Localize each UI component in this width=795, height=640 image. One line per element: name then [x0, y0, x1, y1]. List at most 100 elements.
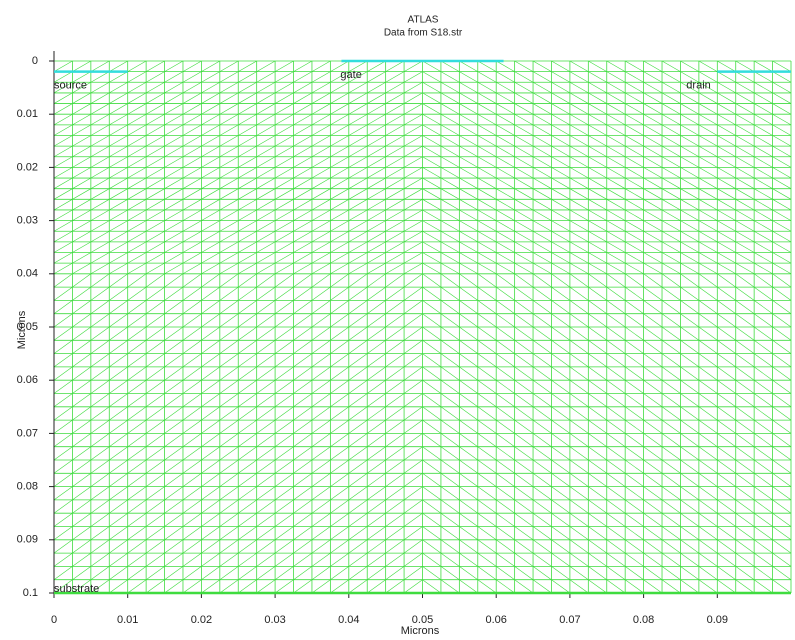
- mesh-diagonal: [386, 61, 404, 72]
- mesh-diagonal: [551, 253, 569, 264]
- y-tick-label: 0.1: [23, 587, 38, 599]
- mesh-diagonal: [91, 327, 109, 340]
- mesh-diagonal: [717, 527, 735, 540]
- mesh-diagonal: [146, 61, 164, 72]
- mesh-diagonal: [570, 274, 588, 287]
- mesh-diagonal: [478, 447, 496, 460]
- mesh-diagonal: [146, 367, 164, 380]
- mesh-diagonal: [607, 407, 625, 420]
- mesh-diagonal: [699, 199, 717, 210]
- mesh-diagonal: [386, 513, 404, 526]
- mesh-diagonal: [128, 460, 146, 473]
- mesh-diagonal: [496, 157, 514, 168]
- mesh-diagonal: [699, 367, 717, 380]
- mesh-diagonal: [699, 135, 717, 146]
- mesh-diagonal: [294, 274, 312, 287]
- mesh-diagonal: [551, 157, 569, 168]
- mesh-diagonal: [386, 146, 404, 157]
- mesh-diagonal: [128, 274, 146, 287]
- mesh-diagonal: [330, 82, 348, 93]
- mesh-diagonal: [773, 82, 791, 93]
- mesh-diagonal: [570, 72, 588, 83]
- mesh-diagonal: [220, 178, 238, 189]
- mesh-diagonal: [478, 500, 496, 513]
- mesh-diagonal: [736, 61, 754, 72]
- mesh-diagonal: [570, 500, 588, 513]
- mesh-diagonal: [275, 527, 293, 540]
- mesh-diagonal: [515, 566, 533, 579]
- mesh-diagonal: [128, 380, 146, 393]
- mesh-diagonal: [312, 380, 330, 393]
- mesh-diagonal: [662, 527, 680, 540]
- mesh-diagonal: [386, 253, 404, 264]
- mesh-diagonal: [680, 460, 698, 473]
- mesh-diagonal: [146, 314, 164, 327]
- mesh-diagonal: [736, 189, 754, 200]
- mesh-diagonal: [404, 447, 422, 460]
- mesh-diagonal: [680, 300, 698, 313]
- mesh-diagonal: [54, 513, 72, 526]
- mesh-diagonal: [588, 287, 606, 300]
- mesh-diagonal: [220, 487, 238, 500]
- mesh-diagonal: [496, 553, 514, 566]
- mesh-diagonal: [146, 263, 164, 274]
- mesh-diagonal: [220, 221, 238, 232]
- mesh-diagonal: [275, 61, 293, 72]
- mesh-diagonal: [404, 125, 422, 136]
- mesh-diagonal: [662, 178, 680, 189]
- mesh-diagonal: [349, 460, 367, 473]
- mesh-diagonal: [312, 114, 330, 125]
- x-tick-label: 0.03: [264, 614, 285, 626]
- mesh-diagonal: [736, 135, 754, 146]
- mesh-diagonal: [662, 125, 680, 136]
- mesh-diagonal: [496, 263, 514, 274]
- mesh-diagonal: [717, 253, 735, 264]
- mesh-diagonal: [386, 189, 404, 200]
- mesh-diagonal: [330, 167, 348, 178]
- mesh-diagonal: [754, 527, 772, 540]
- mesh-diagonal: [699, 460, 717, 473]
- mesh-diagonal: [570, 314, 588, 327]
- mesh-diagonal: [662, 146, 680, 157]
- mesh-diagonal: [349, 274, 367, 287]
- mesh-diagonal: [146, 553, 164, 566]
- mesh-diagonal: [551, 314, 569, 327]
- mesh-diagonal: [441, 93, 459, 104]
- mesh-diagonal: [275, 274, 293, 287]
- mesh-diagonal: [459, 82, 477, 93]
- mesh-diagonal: [773, 242, 791, 253]
- mesh-diagonal: [736, 157, 754, 168]
- mesh-diagonal: [201, 221, 219, 232]
- mesh-diagonal: [312, 61, 330, 72]
- mesh-diagonal: [386, 221, 404, 232]
- mesh-diagonal: [662, 460, 680, 473]
- mesh-diagonal: [312, 500, 330, 513]
- mesh-diagonal: [201, 580, 219, 593]
- mesh-diagonal: [533, 460, 551, 473]
- mesh-diagonal: [294, 199, 312, 210]
- mesh-diagonal: [625, 72, 643, 83]
- mesh-diagonal: [588, 231, 606, 242]
- mesh-diagonal: [441, 460, 459, 473]
- mesh-diagonal: [754, 420, 772, 433]
- mesh-diagonal: [128, 199, 146, 210]
- mesh-diagonal: [662, 394, 680, 407]
- mesh-diagonal: [257, 93, 275, 104]
- mesh-diagonal: [54, 340, 72, 353]
- mesh-diagonal: [625, 340, 643, 353]
- mesh-diagonal: [72, 146, 90, 157]
- mesh-diagonal: [496, 487, 514, 500]
- mesh-diagonal: [404, 460, 422, 473]
- mesh-diagonal: [183, 527, 201, 540]
- mesh-diagonal: [607, 199, 625, 210]
- mesh-diagonal: [91, 157, 109, 168]
- mesh-diagonal: [275, 367, 293, 380]
- mesh-diagonal: [330, 500, 348, 513]
- mesh-diagonal: [515, 540, 533, 553]
- mesh-diagonal: [220, 135, 238, 146]
- mesh-diagonal: [146, 146, 164, 157]
- mesh-diagonal: [680, 566, 698, 579]
- mesh-diagonal: [349, 580, 367, 593]
- mesh-diagonal: [441, 407, 459, 420]
- mesh-diagonal: [773, 487, 791, 500]
